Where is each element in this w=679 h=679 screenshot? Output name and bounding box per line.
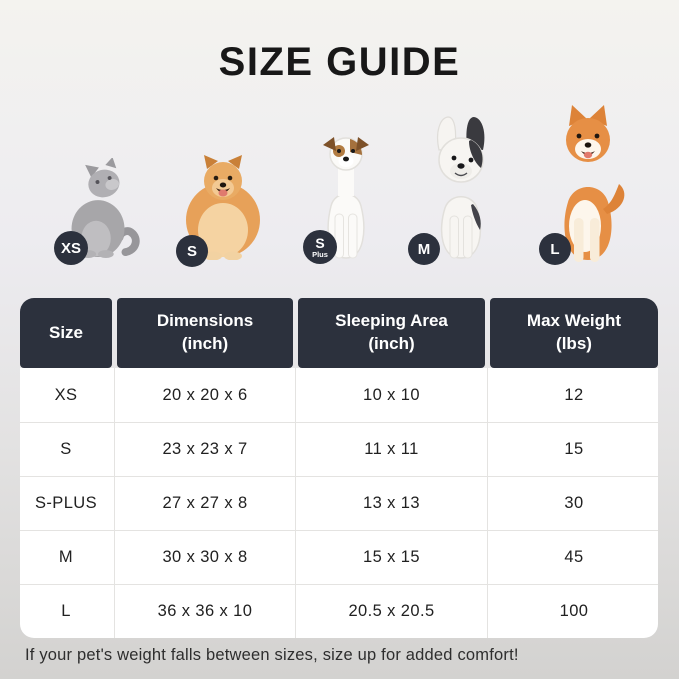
table-row-l: L 36 x 36 x 10 20.5 x 20.5 100 <box>20 584 658 638</box>
size-badge-s-label: S <box>186 242 197 260</box>
cell-size: XS <box>54 385 78 404</box>
size-table-body: XS 20 x 20 x 6 10 x 10 12 S 23 x 23 x 7 … <box>20 368 658 638</box>
size-badge-xs-label: XS <box>60 239 81 257</box>
pets-row: XS S S Plus M L <box>0 95 679 267</box>
cell-dimensions: 27 x 27 x 8 <box>114 477 293 530</box>
footer-note: If your pet's weight falls between sizes… <box>25 646 519 664</box>
size-badge-xs: XS <box>54 231 88 265</box>
cell-size: M <box>58 548 74 566</box>
cell-dimensions: 36 x 36 x 10 <box>114 585 293 638</box>
size-badge-m-label: M <box>417 240 431 258</box>
cell-size: L <box>61 602 71 620</box>
french-bulldog-image <box>436 116 485 259</box>
cell-sleeping-area: 11 x 11 <box>295 423 485 476</box>
size-badge-s-plus: S Plus <box>303 230 337 264</box>
cell-sleeping-area: 10 x 10 <box>295 368 485 422</box>
cell-max-weight: 100 <box>487 585 658 638</box>
table-row-s-plus: S-PLUS 27 x 27 x 8 13 x 13 30 <box>20 476 658 530</box>
table-row-xs: XS 20 x 20 x 6 10 x 10 12 <box>20 368 658 422</box>
cell-max-weight: 12 <box>487 368 658 422</box>
size-table: Size Dimensions (inch) Sleeping Area (in… <box>20 298 658 638</box>
size-badge-l-label: L <box>550 240 560 258</box>
table-row-m: M 30 x 30 x 8 15 x 15 45 <box>20 530 658 584</box>
cell-size: S <box>60 440 72 458</box>
cell-size: S-PLUS <box>34 494 97 512</box>
cell-dimensions: 30 x 30 x 8 <box>114 531 293 584</box>
size-badge-s-plus-label: S <box>315 234 325 251</box>
page-title: SIZE GUIDE <box>218 40 461 84</box>
pet-pomeranian-image <box>180 150 266 260</box>
cell-max-weight: 45 <box>487 531 658 584</box>
cell-sleeping-area: 13 x 13 <box>295 477 485 530</box>
size-badge-s-plus-sublabel: Plus <box>312 250 328 259</box>
cell-dimensions: 23 x 23 x 7 <box>114 423 293 476</box>
table-row-s: S 23 x 23 x 7 11 x 11 15 <box>20 422 658 476</box>
size-table-header: Size Dimensions (inch) Sleeping Area (in… <box>20 298 658 368</box>
cell-sleeping-area: 15 x 15 <box>295 531 485 584</box>
pet-french-bulldog-image <box>427 114 495 260</box>
cell-max-weight: 15 <box>487 423 658 476</box>
column-header-max-weight: Max Weight (lbs) <box>490 298 658 368</box>
size-badge-m: M <box>408 233 440 265</box>
cell-dimensions: 20 x 20 x 6 <box>114 368 293 422</box>
shiba-inu-image <box>564 105 625 262</box>
cell-sleeping-area: 20.5 x 20.5 <box>295 585 485 638</box>
column-header-sleeping-area: Sleeping Area (inch) <box>298 298 485 368</box>
pomeranian-image <box>186 155 260 260</box>
cell-max-weight: 30 <box>487 477 658 530</box>
size-badge-s: S <box>176 235 208 267</box>
size-badge-l: L <box>539 233 571 265</box>
column-header-size: Size <box>20 298 112 368</box>
pet-shiba-inu-image <box>543 102 633 262</box>
column-header-dimensions: Dimensions (inch) <box>117 298 293 368</box>
